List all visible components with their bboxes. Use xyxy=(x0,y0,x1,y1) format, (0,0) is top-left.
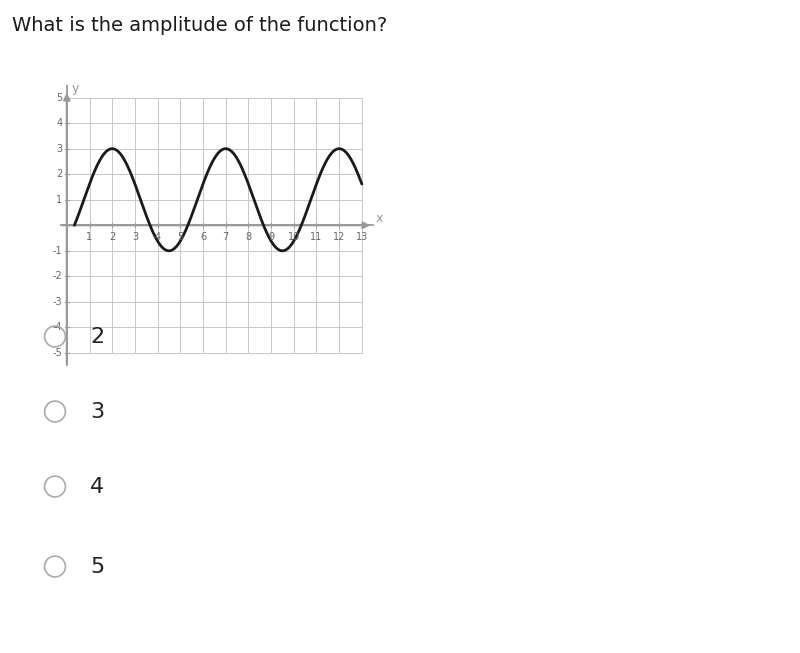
Text: What is the amplitude of the function?: What is the amplitude of the function? xyxy=(12,16,387,35)
Text: y: y xyxy=(71,82,78,95)
Text: 3: 3 xyxy=(56,144,62,153)
Text: 5: 5 xyxy=(56,93,62,103)
Text: 4: 4 xyxy=(90,477,104,496)
Text: 5: 5 xyxy=(177,232,183,242)
Text: -2: -2 xyxy=(53,272,62,281)
Text: 2: 2 xyxy=(90,326,104,347)
Text: 2: 2 xyxy=(109,232,115,242)
Text: 4: 4 xyxy=(56,118,62,128)
Text: 4: 4 xyxy=(154,232,161,242)
Text: 1: 1 xyxy=(56,195,62,205)
Text: -1: -1 xyxy=(53,246,62,256)
Text: 3: 3 xyxy=(90,402,104,422)
Text: 12: 12 xyxy=(333,232,346,242)
Text: 2: 2 xyxy=(56,169,62,179)
Text: 1: 1 xyxy=(86,232,93,242)
Text: 13: 13 xyxy=(356,232,368,242)
Text: -5: -5 xyxy=(53,348,62,358)
Text: 6: 6 xyxy=(200,232,206,242)
Text: 8: 8 xyxy=(246,232,251,242)
Text: 3: 3 xyxy=(132,232,138,242)
Text: 5: 5 xyxy=(90,556,104,577)
Text: 9: 9 xyxy=(268,232,274,242)
Text: 11: 11 xyxy=(310,232,322,242)
Text: 10: 10 xyxy=(288,232,300,242)
Text: 7: 7 xyxy=(222,232,229,242)
Text: -3: -3 xyxy=(53,297,62,307)
Text: -4: -4 xyxy=(53,323,62,332)
Text: x: x xyxy=(375,212,383,225)
